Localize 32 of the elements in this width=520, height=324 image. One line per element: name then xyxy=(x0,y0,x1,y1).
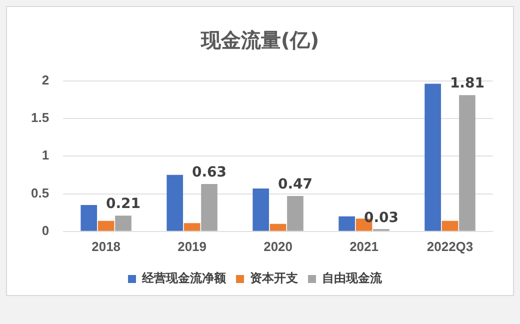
x-tick-label: 2020 xyxy=(264,238,292,254)
data-label: 0.21 xyxy=(106,196,141,212)
y-tick-label: 1 xyxy=(42,148,50,163)
bar xyxy=(80,205,98,231)
bar xyxy=(287,196,304,231)
legend-label: 自由现金流 xyxy=(322,271,383,286)
legend-label: 经营现金流净额 xyxy=(141,271,227,286)
x-tick-label: 2022Q3 xyxy=(426,238,474,254)
bar xyxy=(98,220,114,231)
bar xyxy=(424,84,441,231)
y-tick-label: 1.5 xyxy=(30,110,50,126)
x-tick-label: 2021 xyxy=(350,238,378,254)
bar xyxy=(442,220,458,231)
data-label: 0.63 xyxy=(192,164,227,181)
y-tick-label: 0.5 xyxy=(30,185,50,200)
bar xyxy=(184,223,200,231)
bar xyxy=(338,216,355,231)
x-tick-label: 2019 xyxy=(178,238,207,254)
data-label: 0.03 xyxy=(364,210,398,226)
bar xyxy=(252,188,270,231)
bar xyxy=(270,224,286,231)
bar xyxy=(166,174,184,231)
data-label: 1.81 xyxy=(450,76,484,92)
y-tick-label: 0 xyxy=(42,222,50,238)
legend-label: 资本开支 xyxy=(250,271,298,286)
x-tick-label: 2018 xyxy=(92,238,121,254)
bar xyxy=(115,216,132,231)
chart-title: 现金流量(亿) xyxy=(200,27,320,54)
y-tick-label: 2 xyxy=(42,72,50,88)
bar xyxy=(459,95,476,231)
data-label: 0.47 xyxy=(278,176,313,193)
bar xyxy=(201,184,218,231)
